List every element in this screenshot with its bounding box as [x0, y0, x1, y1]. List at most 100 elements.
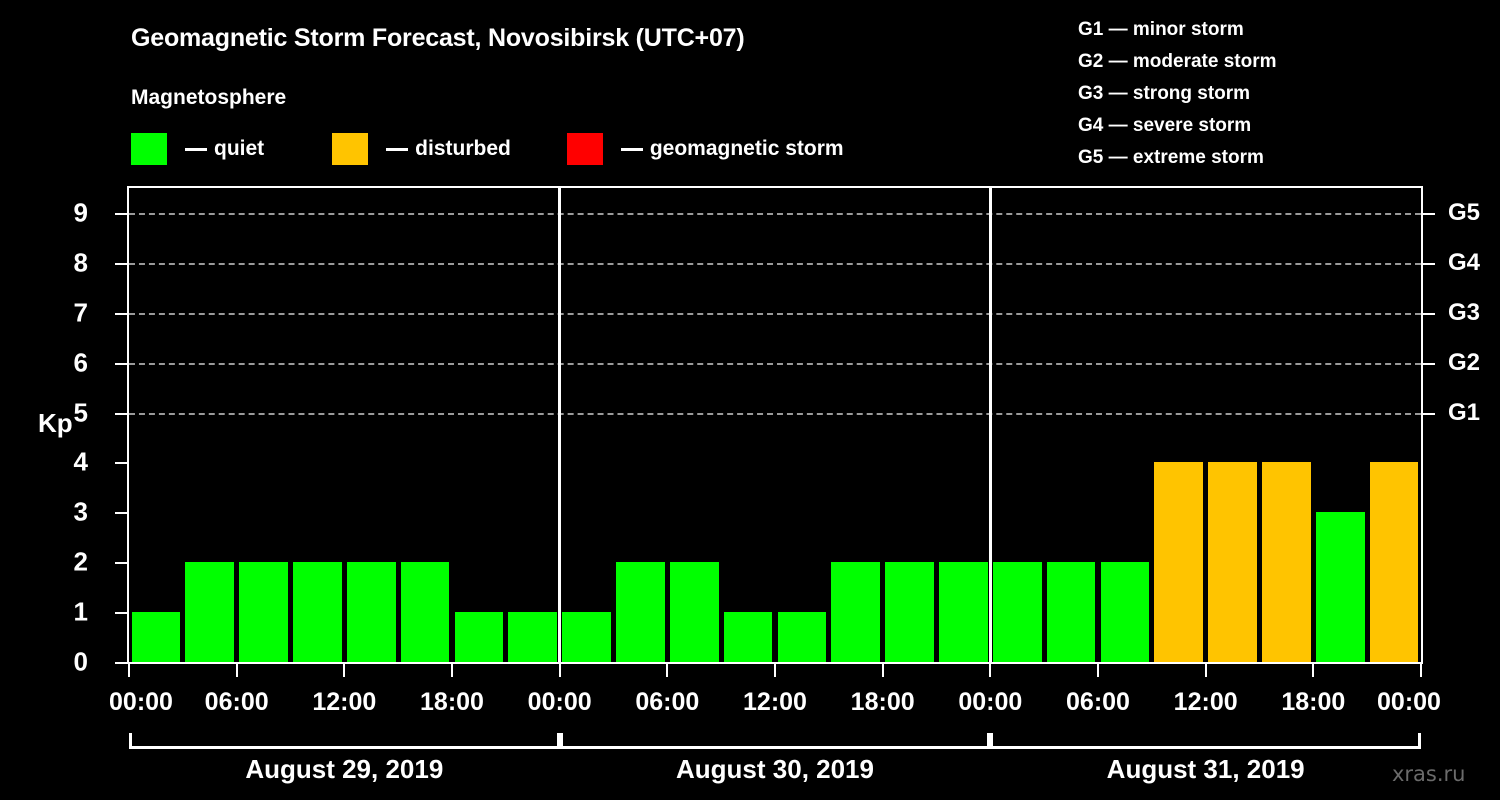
y-tick-label-8: 8: [73, 247, 88, 278]
day-bracket-3: [990, 733, 1421, 749]
legend-swatch-quiet: [131, 133, 167, 165]
gscale-legend-row-1: G1 — minor storm: [1078, 19, 1244, 40]
y-tick-label-3: 3: [73, 496, 88, 527]
bar-17: [1046, 562, 1096, 662]
gscale-legend-row-2: G2 — moderate storm: [1078, 51, 1277, 72]
color-legend: quiet disturbed geomagnetic storm: [131, 133, 844, 165]
legend-dash-icon: [620, 147, 643, 151]
bar-13: [831, 562, 881, 662]
y-tick-mark-2: [115, 562, 127, 565]
plot-inner: [129, 188, 1421, 662]
y-tick-label-9: 9: [73, 197, 88, 228]
y-tick-mark-1: [115, 612, 127, 615]
legend-dash-icon: [185, 147, 207, 151]
bar-10: [669, 562, 719, 662]
bar-15: [939, 562, 988, 662]
legend-swatch-disturbed: [332, 133, 369, 165]
bar-21: [1262, 462, 1311, 662]
x-tick-mark-0: [128, 664, 130, 677]
plot-area: [127, 186, 1423, 664]
x-tick-mark-6: [774, 664, 776, 677]
bar-2: [239, 562, 288, 662]
g-tick-mark-G5: [1423, 212, 1435, 215]
y-tick-mark-5: [115, 412, 127, 415]
bar-1: [185, 562, 235, 662]
g-tick-label-G4: G4: [1448, 248, 1481, 276]
gscale-legend: G1 — minor storm G2 — moderate storm G3 — …: [1078, 14, 1277, 174]
x-tick-mark-12: [1420, 664, 1422, 677]
bar-7: [508, 612, 558, 662]
bar-23: [1369, 462, 1419, 662]
x-tick-mark-4: [558, 664, 561, 677]
day-bracket-2: [559, 733, 991, 749]
x-tick-label-7: 18:00: [850, 688, 915, 716]
gridline-kp-6: [129, 362, 1421, 365]
x-tick-label-10: 12:00: [1173, 688, 1238, 716]
y-tick-label-7: 7: [73, 297, 88, 328]
x-tick-label-3: 18:00: [420, 688, 484, 716]
day-bracket-1: [129, 733, 560, 749]
watermark: xras.ru: [1392, 762, 1466, 786]
x-tick-label-11: 18:00: [1281, 688, 1346, 716]
x-tick-label-6: 12:00: [743, 688, 807, 716]
gridline-kp-9: [129, 212, 1421, 215]
day-divider-2: [988, 188, 992, 662]
y-tick-mark-3: [115, 512, 127, 515]
bar-16: [992, 562, 1042, 662]
x-tick-label-9: 06:00: [1066, 688, 1130, 716]
bar-6: [454, 612, 504, 662]
x-tick-mark-2: [343, 664, 346, 677]
bar-0: [131, 612, 181, 662]
legend-entry-quiet: quiet: [131, 133, 264, 165]
bar-12: [777, 612, 827, 662]
bar-8: [562, 612, 611, 662]
bar-5: [400, 562, 450, 662]
bar-19: [1154, 462, 1204, 662]
gscale-legend-row-3: G3 — strong storm: [1078, 83, 1251, 104]
x-tick-mark-8: [989, 664, 992, 677]
x-tick-label-1: 06:00: [204, 688, 269, 716]
y-axis-title: Kp: [38, 408, 73, 438]
y-tick-label-2: 2: [73, 546, 88, 577]
bar-9: [616, 562, 665, 662]
x-tick-mark-7: [881, 664, 884, 677]
g-tick-label-G5: G5: [1448, 198, 1481, 226]
x-tick-label-2: 12:00: [312, 688, 377, 716]
magnetosphere-heading: Magnetosphere: [131, 86, 287, 109]
x-tick-mark-10: [1204, 664, 1207, 677]
x-tick-label-5: 06:00: [635, 688, 700, 716]
y-tick-label-0: 0: [73, 646, 88, 677]
y-tick-mark-9: [115, 212, 127, 215]
legend-label: quiet: [214, 137, 265, 160]
x-tick-label-0: 00:00: [109, 688, 173, 716]
y-tick-label-5: 5: [73, 397, 88, 428]
bar-3: [293, 562, 342, 662]
y-tick-label-4: 4: [73, 446, 88, 477]
y-tick-label-6: 6: [73, 347, 88, 378]
x-tick-mark-9: [1097, 664, 1099, 677]
day-label-1: August 29, 2019: [245, 754, 444, 784]
g-tick-label-G2: G2: [1448, 348, 1481, 376]
legend-entry-disturbed: disturbed: [332, 133, 511, 165]
g-tick-mark-G2: [1423, 362, 1435, 365]
bar-20: [1208, 462, 1257, 662]
y-tick-label-1: 1: [73, 596, 88, 627]
bar-11: [723, 612, 773, 662]
legend-swatch-geomagnetic-storm: [566, 133, 603, 165]
gscale-legend-row-5: G5 — extreme storm: [1078, 147, 1264, 168]
x-tick-mark-11: [1312, 664, 1315, 677]
legend-label: disturbed: [415, 137, 511, 160]
x-tick-label-8: 00:00: [958, 688, 1023, 716]
y-tick-mark-0: [115, 662, 127, 664]
x-tick-label-4: 00:00: [527, 688, 592, 716]
day-divider-1: [558, 188, 562, 662]
day-label-3: August 31, 2019: [1106, 754, 1305, 784]
g-tick-mark-G3: [1423, 312, 1435, 315]
gridline-kp-8: [129, 262, 1421, 265]
g-tick-mark-G4: [1423, 262, 1435, 265]
y-tick-mark-6: [115, 362, 127, 365]
x-tick-label-12: 00:00: [1377, 688, 1441, 716]
g-tick-label-G1: G1: [1448, 398, 1481, 426]
g-tick-label-G3: G3: [1448, 298, 1481, 326]
